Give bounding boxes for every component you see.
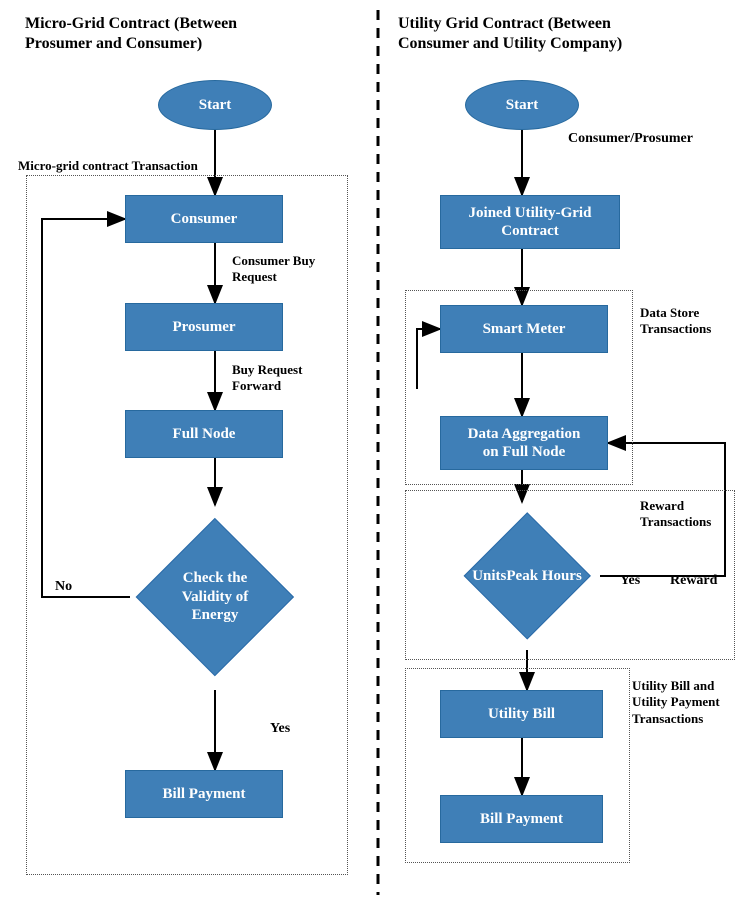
consumer-buy-request-label: Consumer BuyRequest [232,253,315,286]
left-start-node: Start [158,80,272,130]
right-heading-line1: Utility Grid Contract (Between [398,15,611,32]
right-heading-line2: Consumer and Utility Company) [398,35,622,52]
smart-meter-node: Smart Meter [440,305,608,353]
right-decision-yes-label: Yes [620,572,640,590]
left-start-label: Start [199,97,232,114]
prosumer-node: Prosumer [125,303,283,351]
consumer-node-label: Consumer [171,210,238,228]
units-decision: Units Peak Hours [463,512,591,640]
smart-meter-label: Smart Meter [483,320,566,338]
right-start-label: Start [506,97,539,114]
validity-decision-label: Check theValidity ofEnergy [136,518,294,676]
left-bill-payment-label: Bill Payment [163,785,246,803]
units-decision-label: Units Peak Hours [463,512,591,640]
decision-no-label: No [55,578,72,596]
consumer-node: Consumer [125,195,283,243]
left-region-label: Micro-grid contract Transaction [18,158,198,174]
data-aggregation-node: Data Aggregationon Full Node [440,416,608,470]
validity-decision: Check theValidity ofEnergy [136,518,294,676]
bill-region-label: Utility Bill andUtility PaymentTransacti… [632,678,720,727]
reward-region-label: RewardTransactions [640,498,711,531]
right-bill-payment-label: Bill Payment [480,810,563,828]
right-heading: Utility Grid Contract (Between Consumer … [398,14,622,54]
full-node-node: Full Node [125,410,283,458]
left-bill-payment-node: Bill Payment [125,770,283,818]
consumer-prosumer-label: Consumer/Prosumer [568,130,693,148]
right-bill-payment-node: Bill Payment [440,795,603,843]
joined-contract-label: Joined Utility-GridContract [469,204,592,240]
left-heading-line2: Prosumer and Consumer) [25,35,202,52]
joined-contract-node: Joined Utility-GridContract [440,195,620,249]
utility-bill-node: Utility Bill [440,690,603,738]
decision-yes-label: Yes [270,720,290,738]
utility-bill-label: Utility Bill [488,705,555,723]
reward-edge-label: Reward [670,572,717,590]
right-start-node: Start [465,80,579,130]
data-store-region-label: Data StoreTransactions [640,305,711,338]
left-heading: Micro-Grid Contract (Between Prosumer an… [25,14,237,54]
full-node-label: Full Node [173,425,236,443]
left-heading-line1: Micro-Grid Contract (Between [25,15,237,32]
buy-request-forward-label: Buy RequestForward [232,362,302,395]
prosumer-node-label: Prosumer [172,318,235,336]
data-aggregation-label: Data Aggregationon Full Node [468,425,581,461]
